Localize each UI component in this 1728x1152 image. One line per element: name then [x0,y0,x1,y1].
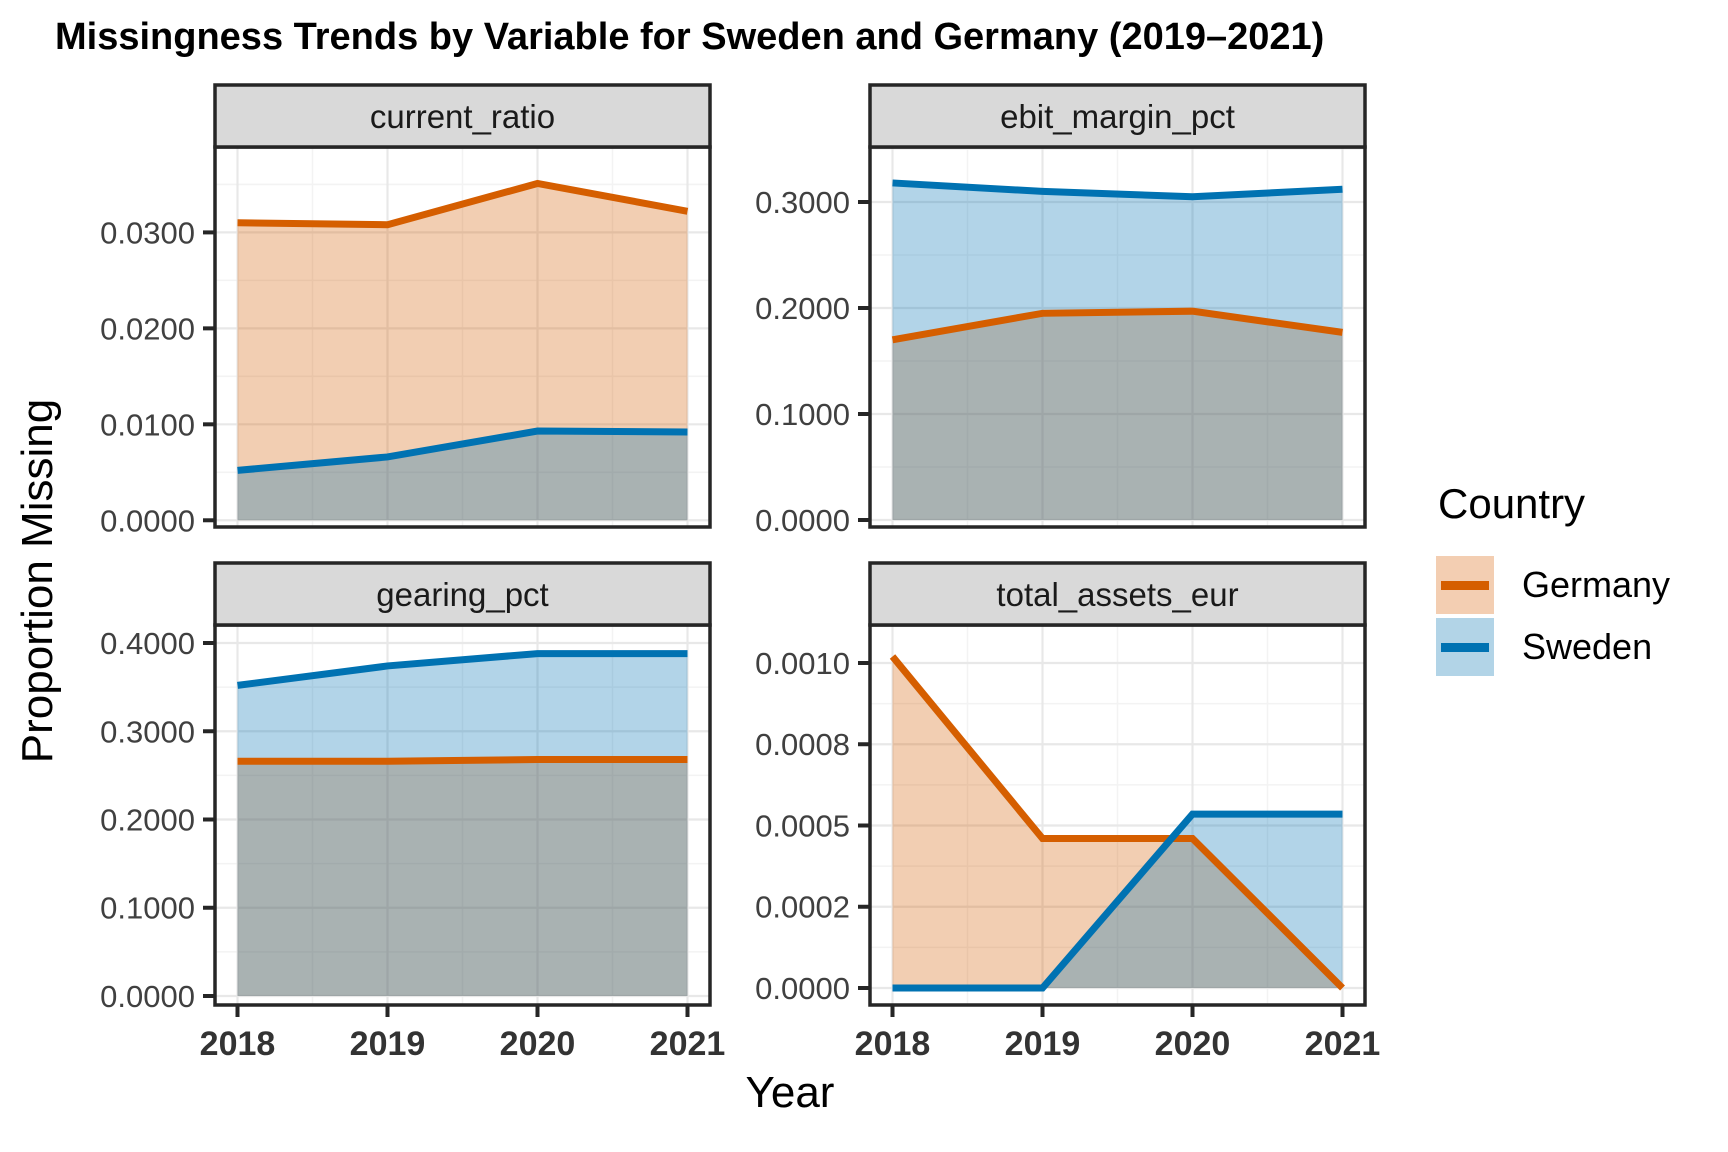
y-tick-label: 0.0000 [100,979,195,1014]
legend-keyline [1441,642,1489,652]
x-tick-label: 2019 [1005,1025,1081,1063]
facet-ebit_margin_pct: ebit_margin_pct 0.0000 0.1000 0.2000 0.3000 [755,83,1367,538]
y-tick-label: 0.3000 [755,185,850,220]
grid [215,625,710,1005]
y-tick-label: 0.1000 [100,891,195,926]
x-tick-label: 2018 [200,1025,276,1063]
y-tick-label: 0.0000 [100,503,195,538]
legend-label: Sweden [1522,626,1653,667]
strip [213,561,712,627]
line-Germany [891,307,1343,344]
area-Germany [237,183,688,521]
area-Germany [892,311,1343,521]
strip-label: gearing_pct [376,576,548,613]
legend-item: Sweden [1436,618,1726,676]
facet-current_ratio: current_ratio 0.0000 0.0100 0.0200 0.0300 [100,83,712,538]
y-tick-label: 0.2000 [755,291,850,326]
line-Germany [237,179,689,229]
y-tick-label: 0.0100 [100,407,195,442]
legend-items: Germany Sweden [1436,556,1726,676]
line-Germany [889,654,1345,991]
y-tick-label: 0.4000 [100,626,195,661]
series-layer [237,650,688,996]
area-Sweden [237,431,688,521]
y-tick-label: 0.2000 [100,803,195,838]
x-tick-label: 2020 [500,1025,576,1063]
area-Germany [892,656,1343,989]
series-layer [891,179,1343,521]
facet-total_assets_eur: total_assets_eur 0.0000 0.0002 0.0005 0.0008… [755,561,1381,1063]
y-tick-label: 0.0008 [755,727,850,762]
area-Germany [237,759,688,996]
line-Sweden [237,650,688,689]
y-tick-label: 0.1000 [755,397,850,432]
legend-title: Country [1438,480,1586,527]
legend-keyline [1441,580,1489,590]
area-Sweden [237,653,688,996]
area-Sweden [892,182,1343,521]
strip-label: total_assets_eur [996,576,1238,613]
y-tick-label: 0.0000 [755,971,850,1006]
grid [215,147,710,527]
facet-gearing_pct: gearing_pct 0.0000 0.1000 0.2000 0.3000 0.400… [100,561,726,1063]
area-Sweden [892,814,1343,989]
line-Sweden [892,810,1343,992]
x-tick-label: 2021 [650,1025,726,1063]
grid [870,625,1365,1005]
line-Sweden [892,179,1343,201]
y-tick-label: 0.0010 [755,646,850,681]
strip [868,561,1367,627]
x-axis-title: Year [745,1068,835,1117]
y-tick-label: 0.0005 [755,808,850,843]
x-tick-label: 2021 [1305,1025,1381,1063]
line-Sweden [237,427,688,474]
y-tick-label: 0.0200 [100,311,195,346]
legend-swatch [1436,556,1494,614]
legend-item: Germany [1436,556,1726,614]
y-tick-label: 0.3000 [100,714,195,749]
strip-label: ebit_margin_pct [1000,98,1235,135]
y-tick-label: 0.0002 [755,890,850,925]
legend-label: Germany [1522,564,1671,605]
chart-title: Missingness Trends by Variable for Swede… [55,16,1325,58]
series-layer [237,179,689,521]
series-layer [889,654,1345,992]
strip [213,83,712,149]
x-tick-label: 2020 [1155,1025,1231,1063]
y-axis-title: Proportion Missing [13,398,62,764]
legend-swatch [1436,618,1494,676]
line-Germany [237,755,688,765]
strip-label: current_ratio [370,98,555,135]
legend: Country Germany Sweden [1436,480,1726,680]
y-tick-label: 0.0000 [755,503,850,538]
strip [868,83,1367,149]
x-tick-label: 2019 [350,1025,426,1063]
y-tick-label: 0.0300 [100,215,195,250]
x-tick-label: 2018 [855,1025,931,1063]
